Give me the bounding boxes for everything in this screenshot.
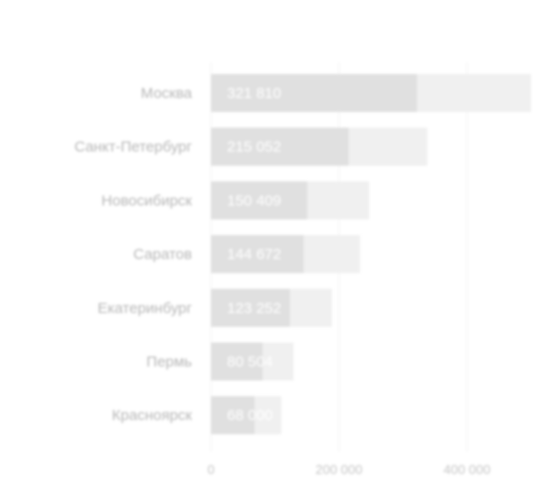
category-label: Москва [141,85,193,102]
x-tick-label: 200 000 [316,462,363,477]
bar-новосибирск [211,181,308,220]
value-label: 215 052 [227,139,281,156]
bar-санкт-петербург [211,127,349,166]
category-label: Красноярск [112,407,193,424]
category-label: Саратов [133,246,192,263]
bar-екатеринбург [211,288,290,327]
value-label: 68 000 [227,407,273,424]
category-label: Пермь [146,354,192,371]
category-label: Екатеринбург [98,300,193,317]
category-label: Санкт-Петербург [74,139,192,156]
value-bars [211,74,417,435]
bar-саратов [211,235,304,274]
category-label: Новосибирск [101,192,192,209]
x-tick-label: 400 000 [444,462,491,477]
value-label: 321 810 [227,85,281,102]
x-tick-label: 0 [207,462,214,477]
bar-пермь [211,342,263,381]
category-labels: Москва Санкт-Петербург Новосибирск Саратов Е… [74,85,192,424]
value-label: 80 504 [227,354,273,371]
value-label: 144 672 [227,246,281,263]
value-label: 150 409 [227,192,281,209]
value-label: 123 252 [227,300,281,317]
value-labels: 321 810 215 052 150 409 144 672 123 252 80 50… [227,85,281,424]
x-axis-ticks: 0 200 000 400 000 [207,462,490,477]
bar-красноярск [211,396,255,435]
bar-москва [211,74,417,112]
